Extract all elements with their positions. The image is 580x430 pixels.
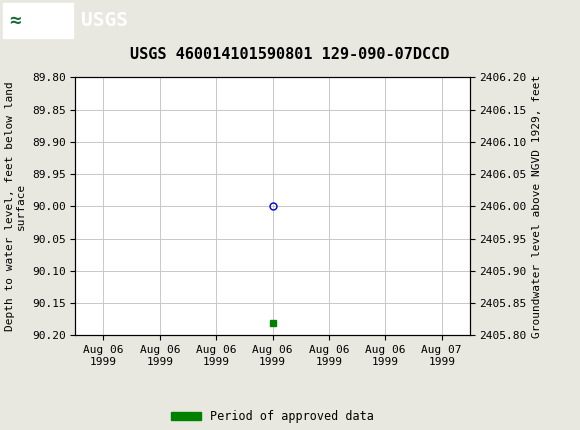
Y-axis label: Depth to water level, feet below land
surface: Depth to water level, feet below land su… [5,82,26,331]
Text: ≈: ≈ [9,11,20,30]
FancyBboxPatch shape [3,3,72,37]
Text: USGS 460014101590801 129-090-07DCCD: USGS 460014101590801 129-090-07DCCD [130,47,450,62]
Y-axis label: Groundwater level above NGVD 1929, feet: Groundwater level above NGVD 1929, feet [532,75,542,338]
Text: USGS: USGS [81,11,128,30]
Legend: Period of approved data: Period of approved data [166,405,379,427]
